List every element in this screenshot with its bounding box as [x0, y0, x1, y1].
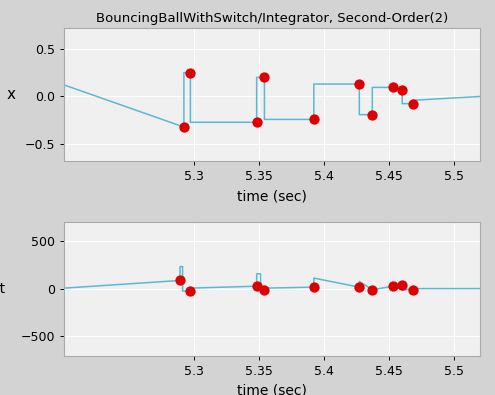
- Point: [187, 288, 195, 294]
- Point: [260, 287, 268, 293]
- Point: [310, 284, 318, 290]
- Point: [310, 116, 318, 122]
- Point: [368, 111, 376, 118]
- Title: BouncingBallWithSwitch/Integrator, Second-Order(2): BouncingBallWithSwitch/Integrator, Secon…: [96, 12, 448, 25]
- Point: [252, 283, 260, 290]
- Point: [252, 119, 260, 126]
- Point: [180, 124, 188, 130]
- Point: [398, 282, 406, 288]
- Y-axis label: x: x: [6, 87, 15, 102]
- Point: [368, 287, 376, 293]
- Point: [355, 284, 363, 290]
- Point: [398, 87, 406, 93]
- Y-axis label: Δ x/Δ t: Δ x/Δ t: [0, 282, 5, 295]
- Point: [409, 100, 417, 107]
- Point: [355, 81, 363, 87]
- X-axis label: time (sec): time (sec): [237, 189, 307, 203]
- Point: [176, 277, 184, 284]
- Point: [389, 283, 397, 290]
- Point: [389, 84, 397, 90]
- Point: [260, 74, 268, 81]
- Point: [187, 70, 195, 76]
- Point: [409, 287, 417, 293]
- X-axis label: time (sec): time (sec): [237, 383, 307, 395]
